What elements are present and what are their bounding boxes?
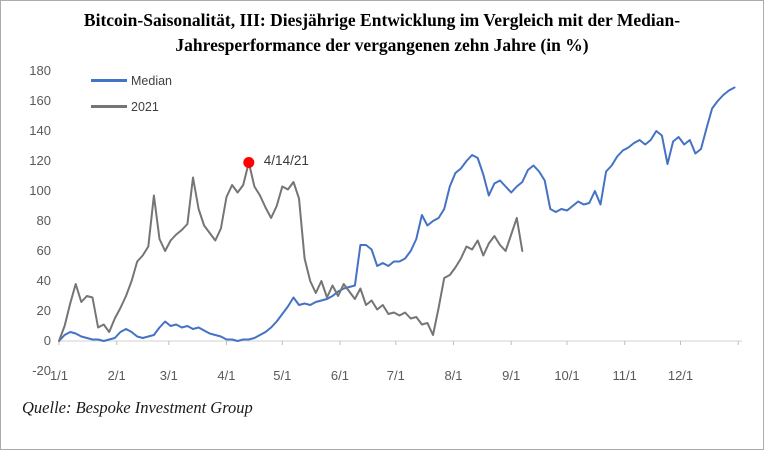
- x-tick-label: 5/1: [273, 368, 292, 383]
- x-tick-label: 4/1: [217, 368, 236, 383]
- y-tick-label: 80: [36, 213, 51, 228]
- chart-title-line2: Jahresperformance der vergangenen zehn J…: [175, 35, 589, 55]
- legend-label-median: Median: [131, 73, 172, 88]
- y-tick-label: 0: [43, 333, 51, 348]
- y-tick-label: 40: [36, 273, 51, 288]
- y-tick-label: 100: [29, 183, 51, 198]
- x-tick-label: 3/1: [159, 368, 178, 383]
- annotation-dot: [243, 157, 255, 168]
- annotation-label: 4/14/21: [263, 152, 309, 168]
- legend-item-median: Median: [91, 72, 172, 89]
- y-tick-label: 60: [36, 243, 51, 258]
- x-tick-label: 12/1: [667, 368, 694, 383]
- x-tick-label: 1/1: [49, 368, 69, 383]
- source-note: Quelle: Bespoke Investment Group: [22, 398, 253, 417]
- legend: Median 2021: [91, 72, 172, 124]
- legend-item-2021: 2021: [91, 98, 172, 115]
- x-tick-label: 9/1: [502, 368, 521, 383]
- y-tick-label: 140: [29, 123, 51, 138]
- x-tick-label: 7/1: [386, 368, 405, 383]
- series-line-median: [58, 86, 736, 342]
- y-tick-label: 160: [29, 93, 51, 108]
- series-line-2021: [58, 161, 524, 342]
- legend-label-2021: 2021: [131, 99, 159, 114]
- y-tick-label: 20: [36, 303, 51, 318]
- x-tick-label: 2/1: [107, 368, 126, 383]
- y-tick-label: -20: [32, 363, 51, 378]
- chart-title-line1: Bitcoin-Saisonalität, III: Diesjährige E…: [83, 10, 681, 30]
- 2021-line-swatch-icon: [91, 105, 127, 108]
- chart-title: Bitcoin-Saisonalität, III: Diesjährige E…: [1, 8, 763, 58]
- median-line-swatch-icon: [91, 79, 127, 82]
- x-tick-label: 10/1: [554, 368, 580, 383]
- y-tick-label: 120: [29, 153, 51, 168]
- y-tick-label: 180: [29, 63, 51, 78]
- x-tick-label: 11/1: [612, 368, 637, 383]
- x-tick-label: 8/1: [444, 368, 463, 383]
- x-tick-label: 6/1: [330, 368, 349, 383]
